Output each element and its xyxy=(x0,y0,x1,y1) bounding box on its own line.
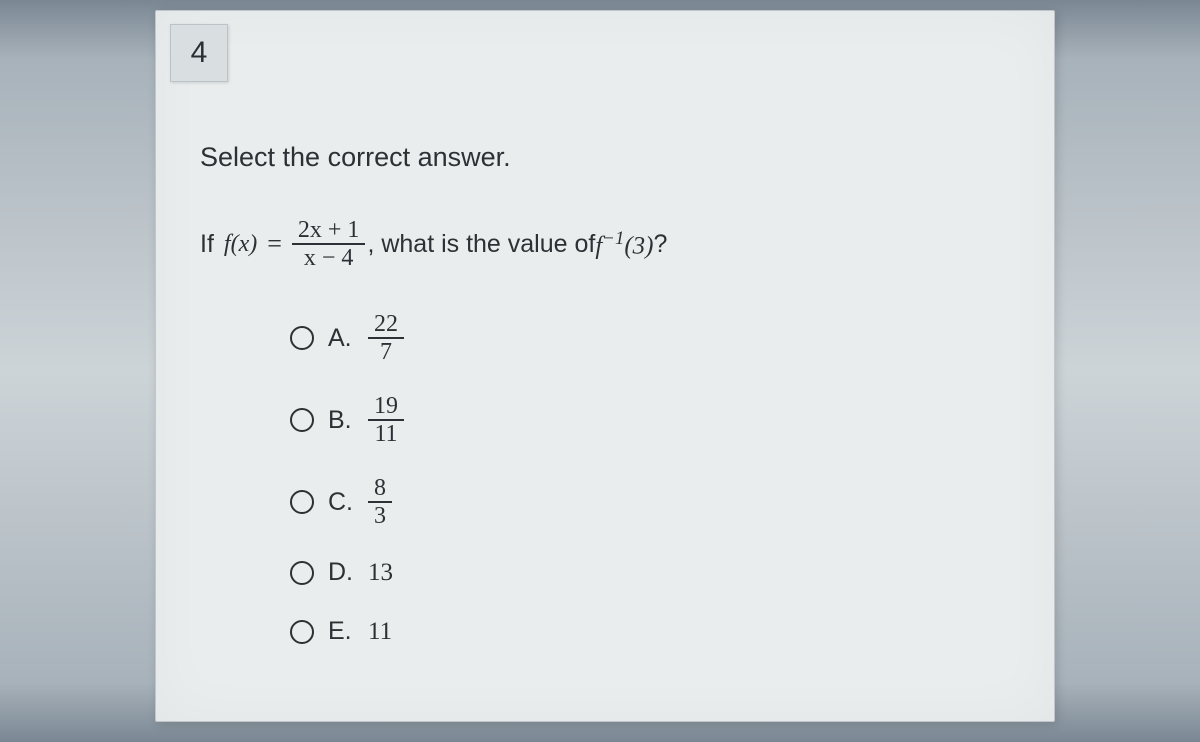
option-c[interactable]: C. 8 3 xyxy=(290,476,404,528)
option-value: 13 xyxy=(368,559,393,587)
option-value: 22 7 xyxy=(368,312,404,364)
radio-icon[interactable] xyxy=(290,326,314,350)
option-fraction: 8 3 xyxy=(368,476,392,528)
option-d[interactable]: D. 13 xyxy=(290,558,404,587)
option-a[interactable]: A. 22 7 xyxy=(290,312,404,364)
option-label: C. xyxy=(328,488,368,517)
stem-fraction: 2x + 1 x − 4 xyxy=(292,218,366,270)
radio-icon[interactable] xyxy=(290,408,314,432)
option-label: B. xyxy=(328,406,368,435)
options-list: A. 22 7 B. 19 11 C. 8 3 D. 1 xyxy=(290,312,404,646)
option-frac-den: 7 xyxy=(374,339,398,364)
option-frac-num: 8 xyxy=(368,476,392,503)
question-stem: If f(x) = 2x + 1 x − 4 , what is the val… xyxy=(200,218,667,270)
radio-icon[interactable] xyxy=(290,620,314,644)
option-value: 8 3 xyxy=(368,476,392,528)
option-label: D. xyxy=(328,558,368,587)
option-value: 11 xyxy=(368,618,392,646)
stem-finv-arg: (3) xyxy=(624,232,653,259)
option-frac-num: 19 xyxy=(368,394,404,421)
prompt-text: Select the correct answer. xyxy=(200,142,511,173)
stem-mid: , what is the value of xyxy=(367,230,595,259)
radio-icon[interactable] xyxy=(290,561,314,585)
stem-qmark: ? xyxy=(653,230,667,259)
option-label: A. xyxy=(328,324,368,353)
stem-fraction-denominator: x − 4 xyxy=(298,245,360,270)
stem-fraction-numerator: 2x + 1 xyxy=(292,218,366,245)
option-frac-den: 3 xyxy=(368,503,392,528)
stem-equals: = xyxy=(267,229,282,259)
stem-lead: If xyxy=(200,230,214,259)
option-label: E. xyxy=(328,617,368,646)
option-fraction: 22 7 xyxy=(368,312,404,364)
question-number: 4 xyxy=(191,36,208,70)
option-fraction: 19 11 xyxy=(368,394,404,446)
option-frac-den: 11 xyxy=(368,421,403,446)
stem-finv-sup: −1 xyxy=(602,228,624,249)
option-value: 19 11 xyxy=(368,394,404,446)
option-frac-num: 22 xyxy=(368,312,404,339)
option-b[interactable]: B. 19 11 xyxy=(290,394,404,446)
question-number-badge: 4 xyxy=(170,24,228,82)
radio-icon[interactable] xyxy=(290,490,314,514)
stem-fx: f(x) xyxy=(224,231,257,258)
option-e[interactable]: E. 11 xyxy=(290,617,404,646)
stem-finv: f−1(3) xyxy=(595,228,653,260)
